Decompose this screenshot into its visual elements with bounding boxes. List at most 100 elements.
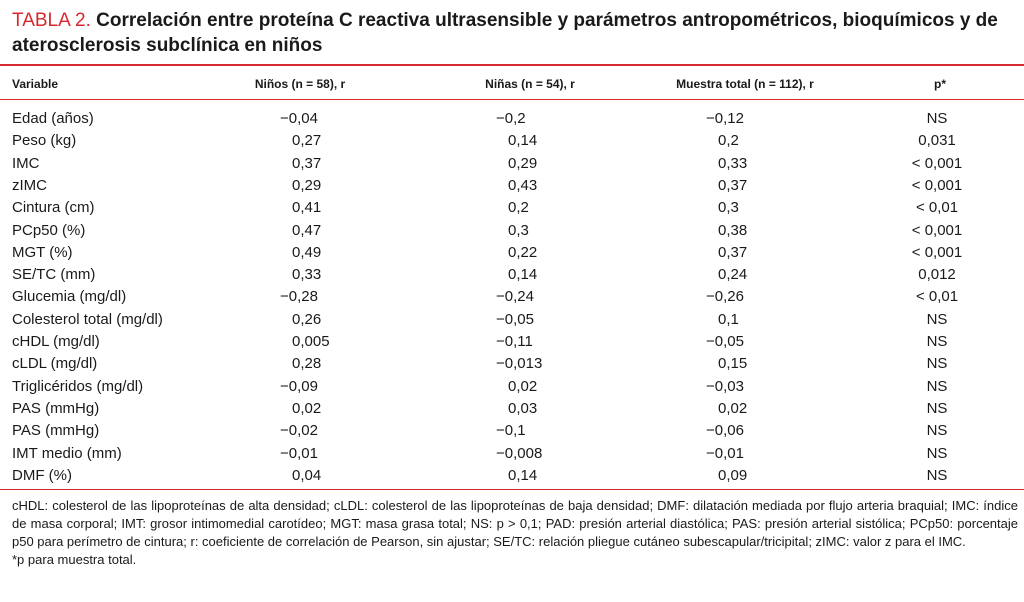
- cell-value: −0,2: [496, 110, 526, 127]
- row-label: PCp50 (%): [12, 221, 86, 239]
- cell-value: 0,37: [718, 243, 748, 261]
- cell-value: < 0,001: [911, 154, 963, 172]
- cell-value: NS: [926, 110, 948, 127]
- cell-value: 0,41: [292, 199, 322, 217]
- row-label: DMF (%): [12, 466, 72, 484]
- row-label: MGT (%): [12, 243, 73, 261]
- cell-value: < 0,001: [911, 176, 963, 194]
- cell-value: −0,24: [496, 288, 534, 306]
- cell-value: 0,43: [508, 176, 538, 194]
- cell-value: 0,03: [508, 399, 538, 417]
- cell-value: −0,008: [496, 444, 543, 462]
- row-label: IMT medio (mm): [12, 444, 122, 462]
- cell-value: 0,33: [718, 154, 748, 172]
- row-label: Glucemia (mg/dl): [12, 288, 127, 306]
- row-label: cHDL (mg/dl): [12, 333, 100, 350]
- column-header: Niños (n = 58), r: [254, 77, 346, 91]
- cell-value: 0,14: [508, 466, 538, 484]
- cell-value: 0,33: [292, 266, 322, 284]
- cell-value: 0,29: [508, 154, 538, 172]
- cell-value: < 0,01: [915, 199, 959, 217]
- cell-value: 0,26: [292, 310, 322, 328]
- note: *p para muestra total.: [12, 552, 137, 567]
- cell-value: −0,09: [280, 377, 318, 395]
- row-label: PAS (mmHg): [12, 422, 100, 440]
- cell-value: NS: [926, 310, 948, 328]
- cell-value: 0,15: [718, 355, 748, 373]
- row-label: Colesterol total (mg/dl): [12, 310, 163, 328]
- cell-value: 0,3: [718, 199, 739, 217]
- cell-value: 0,27: [292, 132, 322, 150]
- column-header: Niñas (n = 54), r: [485, 77, 575, 91]
- cell-value: 0,49: [292, 243, 322, 261]
- cell-value: 0,2: [508, 199, 529, 217]
- cell-value: < 0,001: [911, 243, 963, 261]
- column-header: p*: [934, 77, 946, 91]
- row-label: cLDL (mg/dl): [12, 355, 98, 373]
- cell-value: −0,05: [706, 333, 744, 350]
- cell-value: −0,02: [280, 422, 318, 440]
- cell-value: 0,04: [292, 466, 322, 484]
- cell-value: 0,2: [718, 132, 739, 150]
- row-label: SE/TC (mm): [12, 266, 96, 284]
- cell-value: −0,01: [280, 444, 318, 462]
- cell-value: 0,3: [508, 221, 529, 239]
- cell-value: 0,02: [718, 399, 748, 417]
- cell-value: 0,02: [508, 377, 538, 395]
- cell-value: 0,02: [292, 399, 322, 417]
- table-title: TABLA 2. Correlación entre proteína C re…: [12, 8, 1012, 58]
- cell-value: 0,28: [292, 355, 322, 373]
- cell-value: −0,06: [706, 422, 744, 440]
- cell-value: 0,24: [718, 266, 748, 284]
- column-header: Muestra total (n = 112), r: [676, 77, 814, 91]
- row-label: Triglicéridos (mg/dl): [12, 377, 144, 395]
- cell-value: −0,013: [496, 355, 543, 373]
- cell-value: 0,14: [508, 132, 538, 150]
- cell-value: 0,37: [292, 154, 322, 172]
- cell-value: 0,38: [718, 221, 748, 239]
- cell-value: −0,28: [280, 288, 318, 306]
- cell-value: −0,1: [496, 422, 526, 440]
- row-label: Cintura (cm): [12, 199, 95, 217]
- row-label: zIMC: [12, 176, 47, 194]
- cell-value: NS: [926, 399, 948, 417]
- cell-value: −0,12: [706, 110, 744, 127]
- cell-value: < 0,001: [911, 221, 963, 239]
- cell-value: −0,01: [706, 444, 744, 462]
- cell-value: −0,26: [706, 288, 744, 306]
- cell-value: −0,11: [496, 333, 533, 350]
- cell-value: 0,37: [718, 176, 748, 194]
- cell-value: 0,1: [718, 310, 739, 328]
- rule: [0, 489, 1024, 490]
- footnote: cHDL: colesterol de las lipoproteínas de…: [12, 497, 1018, 569]
- cell-value: −0,05: [496, 310, 534, 328]
- row-label: Peso (kg): [12, 132, 77, 150]
- cell-value: −0,04: [280, 110, 318, 127]
- cell-value: −0,03: [706, 377, 744, 395]
- cell-value: 0,005: [292, 333, 330, 350]
- row-label: IMC: [12, 154, 40, 172]
- cell-value: NS: [926, 444, 948, 462]
- cell-value: 0,22: [508, 243, 538, 261]
- cell-value: 0,29: [292, 176, 322, 194]
- cell-value: 0,012: [918, 266, 956, 284]
- cell-value: < 0,01: [915, 288, 959, 306]
- column-header: Variable: [12, 77, 59, 91]
- abbreviations: cHDL: colesterol de las lipoproteínas de…: [12, 498, 1018, 549]
- cell-value: NS: [926, 377, 948, 395]
- cell-value: 0,47: [292, 221, 322, 239]
- title-text: Correlación entre proteína C reactiva ul…: [12, 10, 998, 56]
- cell-value: 0,031: [918, 132, 956, 150]
- cell-value: NS: [926, 355, 948, 373]
- rule: [0, 99, 1024, 100]
- cell-value: NS: [926, 466, 948, 484]
- row-label: PAS (mmHg): [12, 399, 100, 417]
- table-label: TABLA 2.: [12, 10, 91, 31]
- cell-value: 0,09: [718, 466, 748, 484]
- cell-value: NS: [926, 422, 948, 440]
- row-label: Edad (años): [12, 110, 94, 127]
- cell-value: NS: [926, 333, 948, 350]
- cell-value: 0,14: [508, 266, 538, 284]
- rule: [0, 64, 1024, 66]
